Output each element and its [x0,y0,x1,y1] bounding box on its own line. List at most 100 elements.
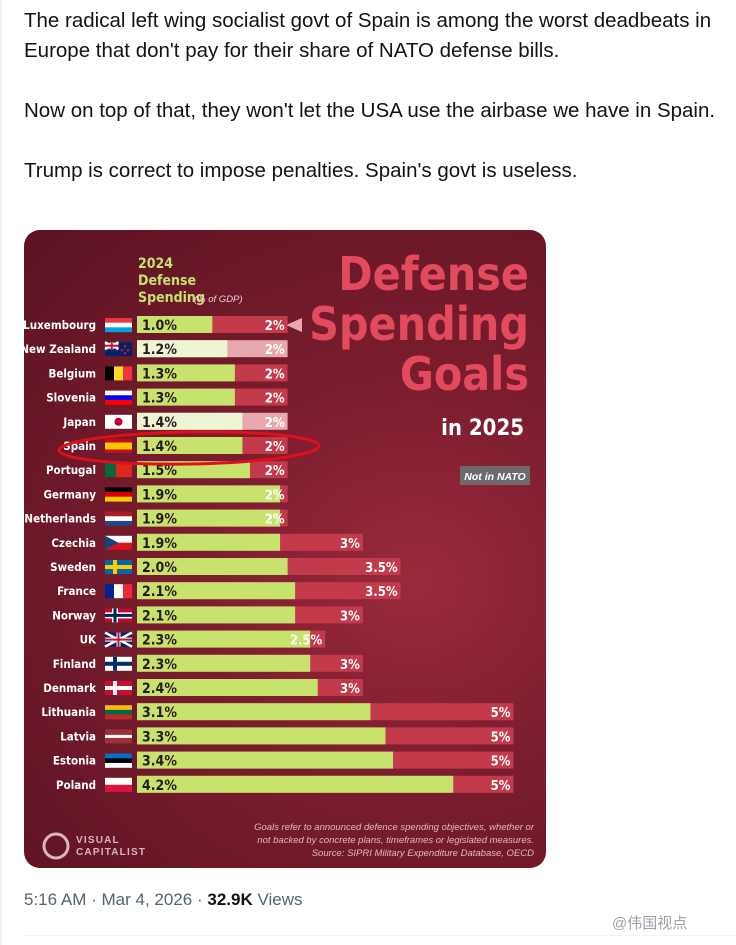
spending-value-label: 1.9% [142,536,177,552]
country-label: Slovenia [46,391,96,405]
bar-row-luxembourg: Luxembourg 1.0% 2% [24,316,288,334]
flag-icon [105,705,132,720]
country-label: Belgium [48,366,96,380]
spending-bar [137,727,386,745]
flag-part [105,661,132,666]
footnote-line: not backed by concrete plans, timeframes… [257,835,534,846]
flag-icon [104,631,133,648]
spending-bar [137,412,243,430]
flag-part [105,366,115,381]
spending-bar [137,630,311,648]
country-label: Denmark [43,681,97,695]
country-label: Luxembourg [24,318,96,332]
flag-icon [105,463,132,478]
flag-part [105,520,132,526]
spending-value-label: 2.3% [142,633,177,649]
title-line: Goals [400,347,529,401]
flag-part [123,344,127,348]
bar-row-poland: Poland 4.2% 5% [56,775,514,794]
flag-part [105,709,132,715]
flag-part [105,516,132,522]
goal-value-label: 5% [491,706,511,721]
legend-unit: (% of GDP) [194,294,243,305]
country-label: Latvia [60,729,96,743]
goal-value-label: 2% [265,440,285,455]
bar-row-netherlands: Netherlands 1.9% 2% [24,509,288,528]
country-label: Poland [56,778,96,792]
spending-value-label: 3.4% [142,754,177,770]
flag-part [105,542,132,550]
subtitle: in 2025 [441,416,524,441]
spending-bar [137,388,235,406]
title-line: Defense [338,247,529,301]
flag-part [105,784,132,792]
flag-part [105,399,132,405]
goal-value-label: 5% [491,779,511,794]
goal-value-label: 3% [340,658,360,673]
spending-bar [137,316,213,333]
bar-row-new-zealand: New Zealand 1.2% 2% [24,340,288,358]
flag-part [105,762,132,768]
spending-value-label: 2.1% [142,584,177,600]
flag-part [105,322,132,328]
bar-row-czechia: Czechia 1.9% 3% [51,533,363,552]
flag-part [105,584,115,599]
flag-icon [105,584,133,599]
spending-bar [137,485,281,503]
spending-value-label: 1.3% [142,391,177,407]
goal-value-label: 2% [265,319,285,334]
country-label: Sweden [50,560,96,574]
footnote-line: Source: SIPRI Military Expenditure Datab… [312,848,534,859]
flag-icon [105,656,132,671]
views-count: 32.9K [207,890,253,909]
flag-part [105,463,116,478]
flag-icon [105,608,132,623]
spending-value-label: 2.4% [142,681,177,697]
flag-part [105,535,119,550]
flag-part [115,463,132,478]
visual-capitalist-logo: VISUAL CAPITALIST [42,832,145,860]
country-label: Japan [62,415,96,429]
weibo-watermark: @伟国视点 [612,915,688,932]
tweet-time[interactable]: 5:16 AM [24,890,87,909]
spending-value-label: 1.4% [142,415,177,431]
views-label: Views [257,890,303,909]
tweet-date[interactable]: Mar 4, 2026 [101,890,193,909]
flag-part [105,613,132,617]
brand-logo-icon [42,832,70,860]
spending-bar [137,582,296,600]
country-label: France [57,584,96,598]
flag-icon [105,366,133,381]
infographic-image[interactable]: 2024 Defense Spending (% of GDP) Defense… [24,230,546,868]
flag-part [105,758,132,764]
flag-icon [105,560,132,574]
flag-icon [105,535,132,550]
flag-part [105,390,132,396]
spending-bar [137,533,281,551]
legend-title-line: Defense [138,273,196,289]
flag-part [105,753,132,759]
spending-bar [137,558,288,575]
spending-bar [137,679,318,696]
goal-value-label: 2% [265,416,285,431]
spending-bar [137,340,228,358]
spending-value-label: 1.5% [142,463,177,479]
goal-value-label: 2% [265,513,285,528]
flag-part [105,734,132,738]
bar-row-denmark: Denmark 2.4% 3% [43,679,363,697]
spending-value-label: 3.3% [142,729,177,745]
bar-row-norway: Norway 2.1% 3% [52,606,363,624]
flag-icon [105,390,132,405]
country-label: Norway [52,608,96,622]
goal-value-label: 3% [340,682,360,697]
flag-part [105,565,132,569]
spending-value-label: 2.0% [142,560,177,576]
brand-line: VISUAL [76,835,120,846]
flag-part [105,535,132,543]
spending-bar [137,364,235,382]
flag-part [105,496,132,502]
tweet-paragraph: Trump is correct to impose penalties. Sp… [24,159,578,182]
goal-value-label: 3.5% [365,561,398,576]
flag-part [105,395,132,401]
spending-value-label: 3.1% [142,705,177,721]
